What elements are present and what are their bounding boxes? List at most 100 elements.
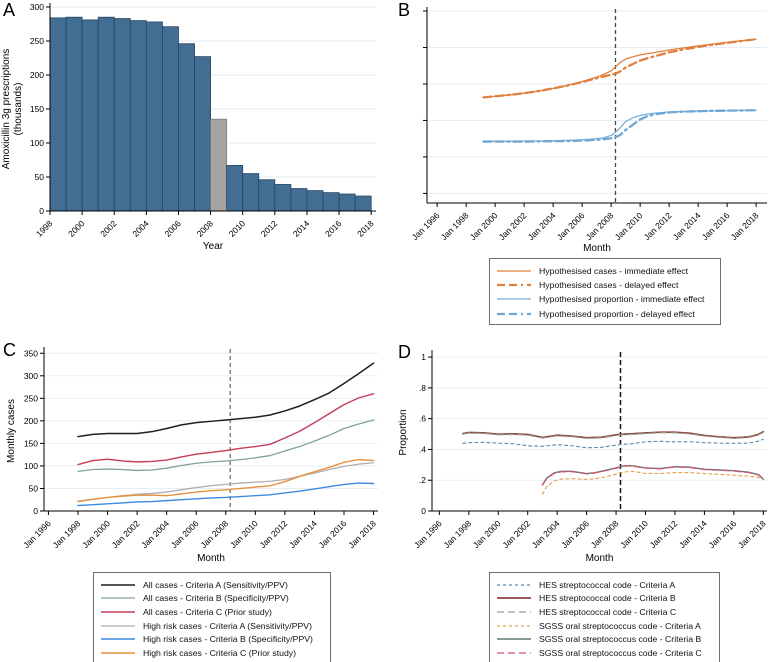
legend-item: High risk cases - Criteria C (Prior stud… (100, 646, 326, 660)
svg-text:Jan 2016: Jan 2016 (317, 518, 349, 550)
panel-d-label: D (398, 342, 411, 362)
legend-item: High risk cases - Criteria A (Sensitivit… (100, 619, 326, 633)
panel-b-label: B (398, 0, 411, 20)
panel-d: D 0.2.4.6.8 1 Jan 1996 Jan 1998 Jan 2000 Jan … (389, 330, 778, 662)
svg-text:Jan 2018: Jan 2018 (346, 518, 378, 550)
legend-item: SGSS oral streptococcus code - Criteria … (496, 646, 715, 660)
legend-label: Hypothesised proportion - delayed effect (539, 308, 695, 319)
legend-line-swatch (497, 624, 531, 627)
svg-text:Jan 2010: Jan 2010 (618, 518, 650, 550)
legend-line-swatch (101, 652, 135, 654)
svg-text:Month: Month (197, 553, 225, 564)
svg-text:Jan 2002: Jan 2002 (500, 518, 532, 550)
legend-item: SGSS oral streptococcus code - Criteria … (496, 632, 715, 646)
svg-text:Jan 1996: Jan 1996 (412, 518, 444, 550)
svg-text:(thousands): (thousands) (13, 83, 24, 136)
svg-text:2010: 2010 (227, 218, 248, 239)
svg-text:2000: 2000 (66, 218, 87, 239)
legend-line-swatch (101, 584, 135, 586)
svg-text:Jan 2008: Jan 2008 (198, 518, 230, 550)
svg-text:Jan 2012: Jan 2012 (642, 210, 674, 242)
svg-text:Jan 2006: Jan 2006 (169, 518, 201, 550)
legend-line-swatch (497, 638, 531, 640)
legend-line-swatch (497, 611, 531, 613)
legend-label: SGSS oral streptococcus code - Criteria … (539, 647, 702, 658)
legend-line-swatch (101, 638, 135, 640)
legend-item: Hypothesised proportion - immediate effe… (496, 292, 716, 306)
svg-text:200: 200 (30, 70, 44, 80)
svg-text:Jan 2000: Jan 2000 (80, 518, 112, 550)
legend-label: SGSS oral streptococcus code - Criteria … (539, 620, 701, 631)
legend-panel-c: All cases - Criteria A (Sensitivity/PPV)… (93, 572, 331, 662)
legend-line-swatch (497, 652, 531, 654)
svg-text:0: 0 (33, 506, 38, 516)
svg-text:Jan 2006: Jan 2006 (559, 518, 591, 550)
svg-text:50: 50 (29, 483, 39, 493)
legend-line-swatch (497, 597, 531, 600)
legend-line-swatch (497, 284, 531, 287)
panel-c-label: C (3, 340, 16, 360)
svg-text:Jan 2004: Jan 2004 (526, 210, 558, 242)
svg-text:2004: 2004 (130, 218, 151, 239)
legend-panel-b: Hypothesised cases - immediate effect Hyp… (489, 258, 721, 325)
legend-line-swatch (101, 597, 135, 600)
svg-text:.6: .6 (419, 414, 426, 424)
svg-text:2012: 2012 (259, 218, 280, 239)
legend-line-swatch (101, 611, 135, 613)
svg-text:Amoxicillin 3g prescriptions: Amoxicillin 3g prescriptions (1, 49, 12, 170)
legend-line-swatch (497, 584, 531, 586)
svg-text:0: 0 (39, 206, 44, 216)
svg-text:Jan 2004: Jan 2004 (139, 518, 171, 550)
legend-label: High risk cases - Criteria A (Sensitivit… (143, 620, 312, 631)
svg-text:150: 150 (24, 438, 38, 448)
legend-item: High risk cases - Criteria B (Specificit… (100, 632, 326, 646)
svg-text:Jan 2016: Jan 2016 (706, 518, 738, 550)
svg-text:Jan 2000: Jan 2000 (471, 518, 503, 550)
svg-text:100: 100 (30, 138, 44, 148)
svg-text:2008: 2008 (195, 218, 216, 239)
legend-label: HES streptococcal code - Criteria A (539, 579, 676, 590)
svg-text:Jan 2010: Jan 2010 (228, 518, 260, 550)
legend-item: Hypothesised cases - immediate effect (496, 264, 716, 278)
svg-text:.2: .2 (419, 475, 426, 485)
svg-text:Jan 1998: Jan 1998 (439, 210, 471, 242)
legend-label: Hypothesised cases - delayed effect (539, 280, 679, 291)
svg-text:Jan 2012: Jan 2012 (257, 518, 289, 550)
legend-line-swatch (497, 312, 531, 315)
legend-panel-d: HES streptococcal code - Criteria A HES s… (489, 572, 720, 662)
svg-text:Jan 1998: Jan 1998 (51, 518, 83, 550)
legend-label: High risk cases - Criteria B (Specificit… (143, 634, 313, 645)
legend-item: All cases - Criteria A (Sensitivity/PPV) (100, 578, 326, 592)
svg-text:Proportion: Proportion (398, 409, 409, 455)
svg-text:Month: Month (583, 243, 611, 254)
svg-text:1: 1 (421, 352, 426, 362)
svg-text:Jan 2002: Jan 2002 (110, 518, 142, 550)
svg-text:.8: .8 (419, 383, 426, 393)
svg-text:2006: 2006 (162, 218, 183, 239)
svg-text:Jan 2008: Jan 2008 (589, 518, 621, 550)
svg-text:2014: 2014 (291, 218, 312, 239)
legend-item: HES streptococcal code - Criteria A (496, 578, 715, 592)
svg-text:1998: 1998 (34, 218, 55, 239)
legend-item: Hypothesised cases - delayed effect (496, 278, 716, 292)
svg-text:Jan 2018: Jan 2018 (729, 210, 761, 242)
svg-text:250: 250 (30, 36, 44, 46)
legend-item: All cases - Criteria B (Specificity/PPV) (100, 592, 326, 606)
panel-c: C 0 50 100 150 200 250 300 350 Jan 1996 Jan 1998 J… (0, 330, 389, 662)
svg-text:Jan 2004: Jan 2004 (530, 518, 562, 550)
svg-text:Jan 2014: Jan 2014 (287, 518, 319, 550)
svg-text:200: 200 (24, 416, 38, 426)
panel-a-label: A (3, 0, 16, 20)
svg-text:Jan 2014: Jan 2014 (671, 210, 703, 242)
chart-a-prescriptions-bar: 0 50 100 150 200 250 300 1998 2000 2002 2004 2006 20… (1, 2, 376, 252)
legend-item: SGSS oral streptococcus code - Criteria … (496, 619, 715, 633)
svg-text:Jan 2014: Jan 2014 (677, 518, 709, 550)
legend-label: HES streptococcal code - Criteria B (539, 593, 676, 604)
svg-text:.4: .4 (419, 444, 426, 454)
legend-label: All cases - Criteria A (Sensitivity/PPV) (143, 579, 288, 590)
legend-label: All cases - Criteria C (Prior study) (143, 606, 272, 617)
svg-text:Jan 1998: Jan 1998 (441, 518, 473, 550)
legend-item: All cases - Criteria C (Prior study) (100, 605, 326, 619)
